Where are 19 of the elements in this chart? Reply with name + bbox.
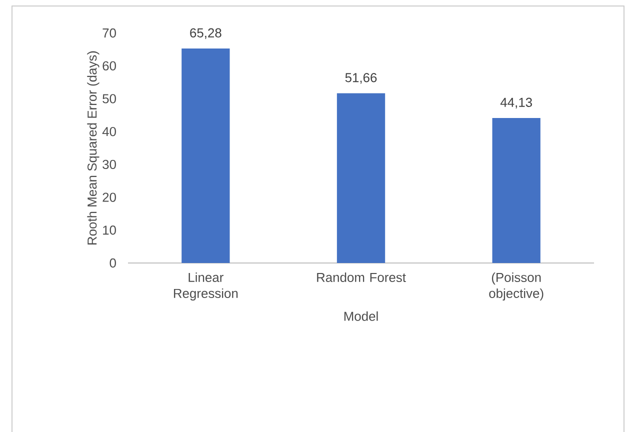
- data-label: 44,13: [500, 98, 532, 108]
- x-tick-label: Linear Regression: [174, 272, 238, 301]
- y-tick-label: 70: [102, 28, 116, 38]
- x-axis-title: Model: [344, 311, 378, 321]
- bar: [492, 118, 540, 263]
- y-tick-label: 60: [102, 61, 116, 70]
- y-tick-label: 30: [102, 160, 116, 170]
- y-tick-label: 50: [102, 94, 116, 104]
- y-axis-title: Rooth Mean Squared Error (days): [87, 51, 100, 244]
- bar: [336, 93, 386, 263]
- y-tick-label: 0: [110, 258, 116, 268]
- y-tick-label: 40: [102, 126, 116, 136]
- bar: [182, 48, 230, 263]
- data-label: 65,28: [190, 28, 222, 39]
- x-tick-label: Random Forest: [317, 272, 406, 282]
- y-tick-label: 10: [103, 226, 116, 235]
- x-tick-label: (Poisson objective): [489, 272, 544, 301]
- data-label: 51,66: [345, 73, 377, 84]
- y-tick-label: 20: [102, 192, 116, 202]
